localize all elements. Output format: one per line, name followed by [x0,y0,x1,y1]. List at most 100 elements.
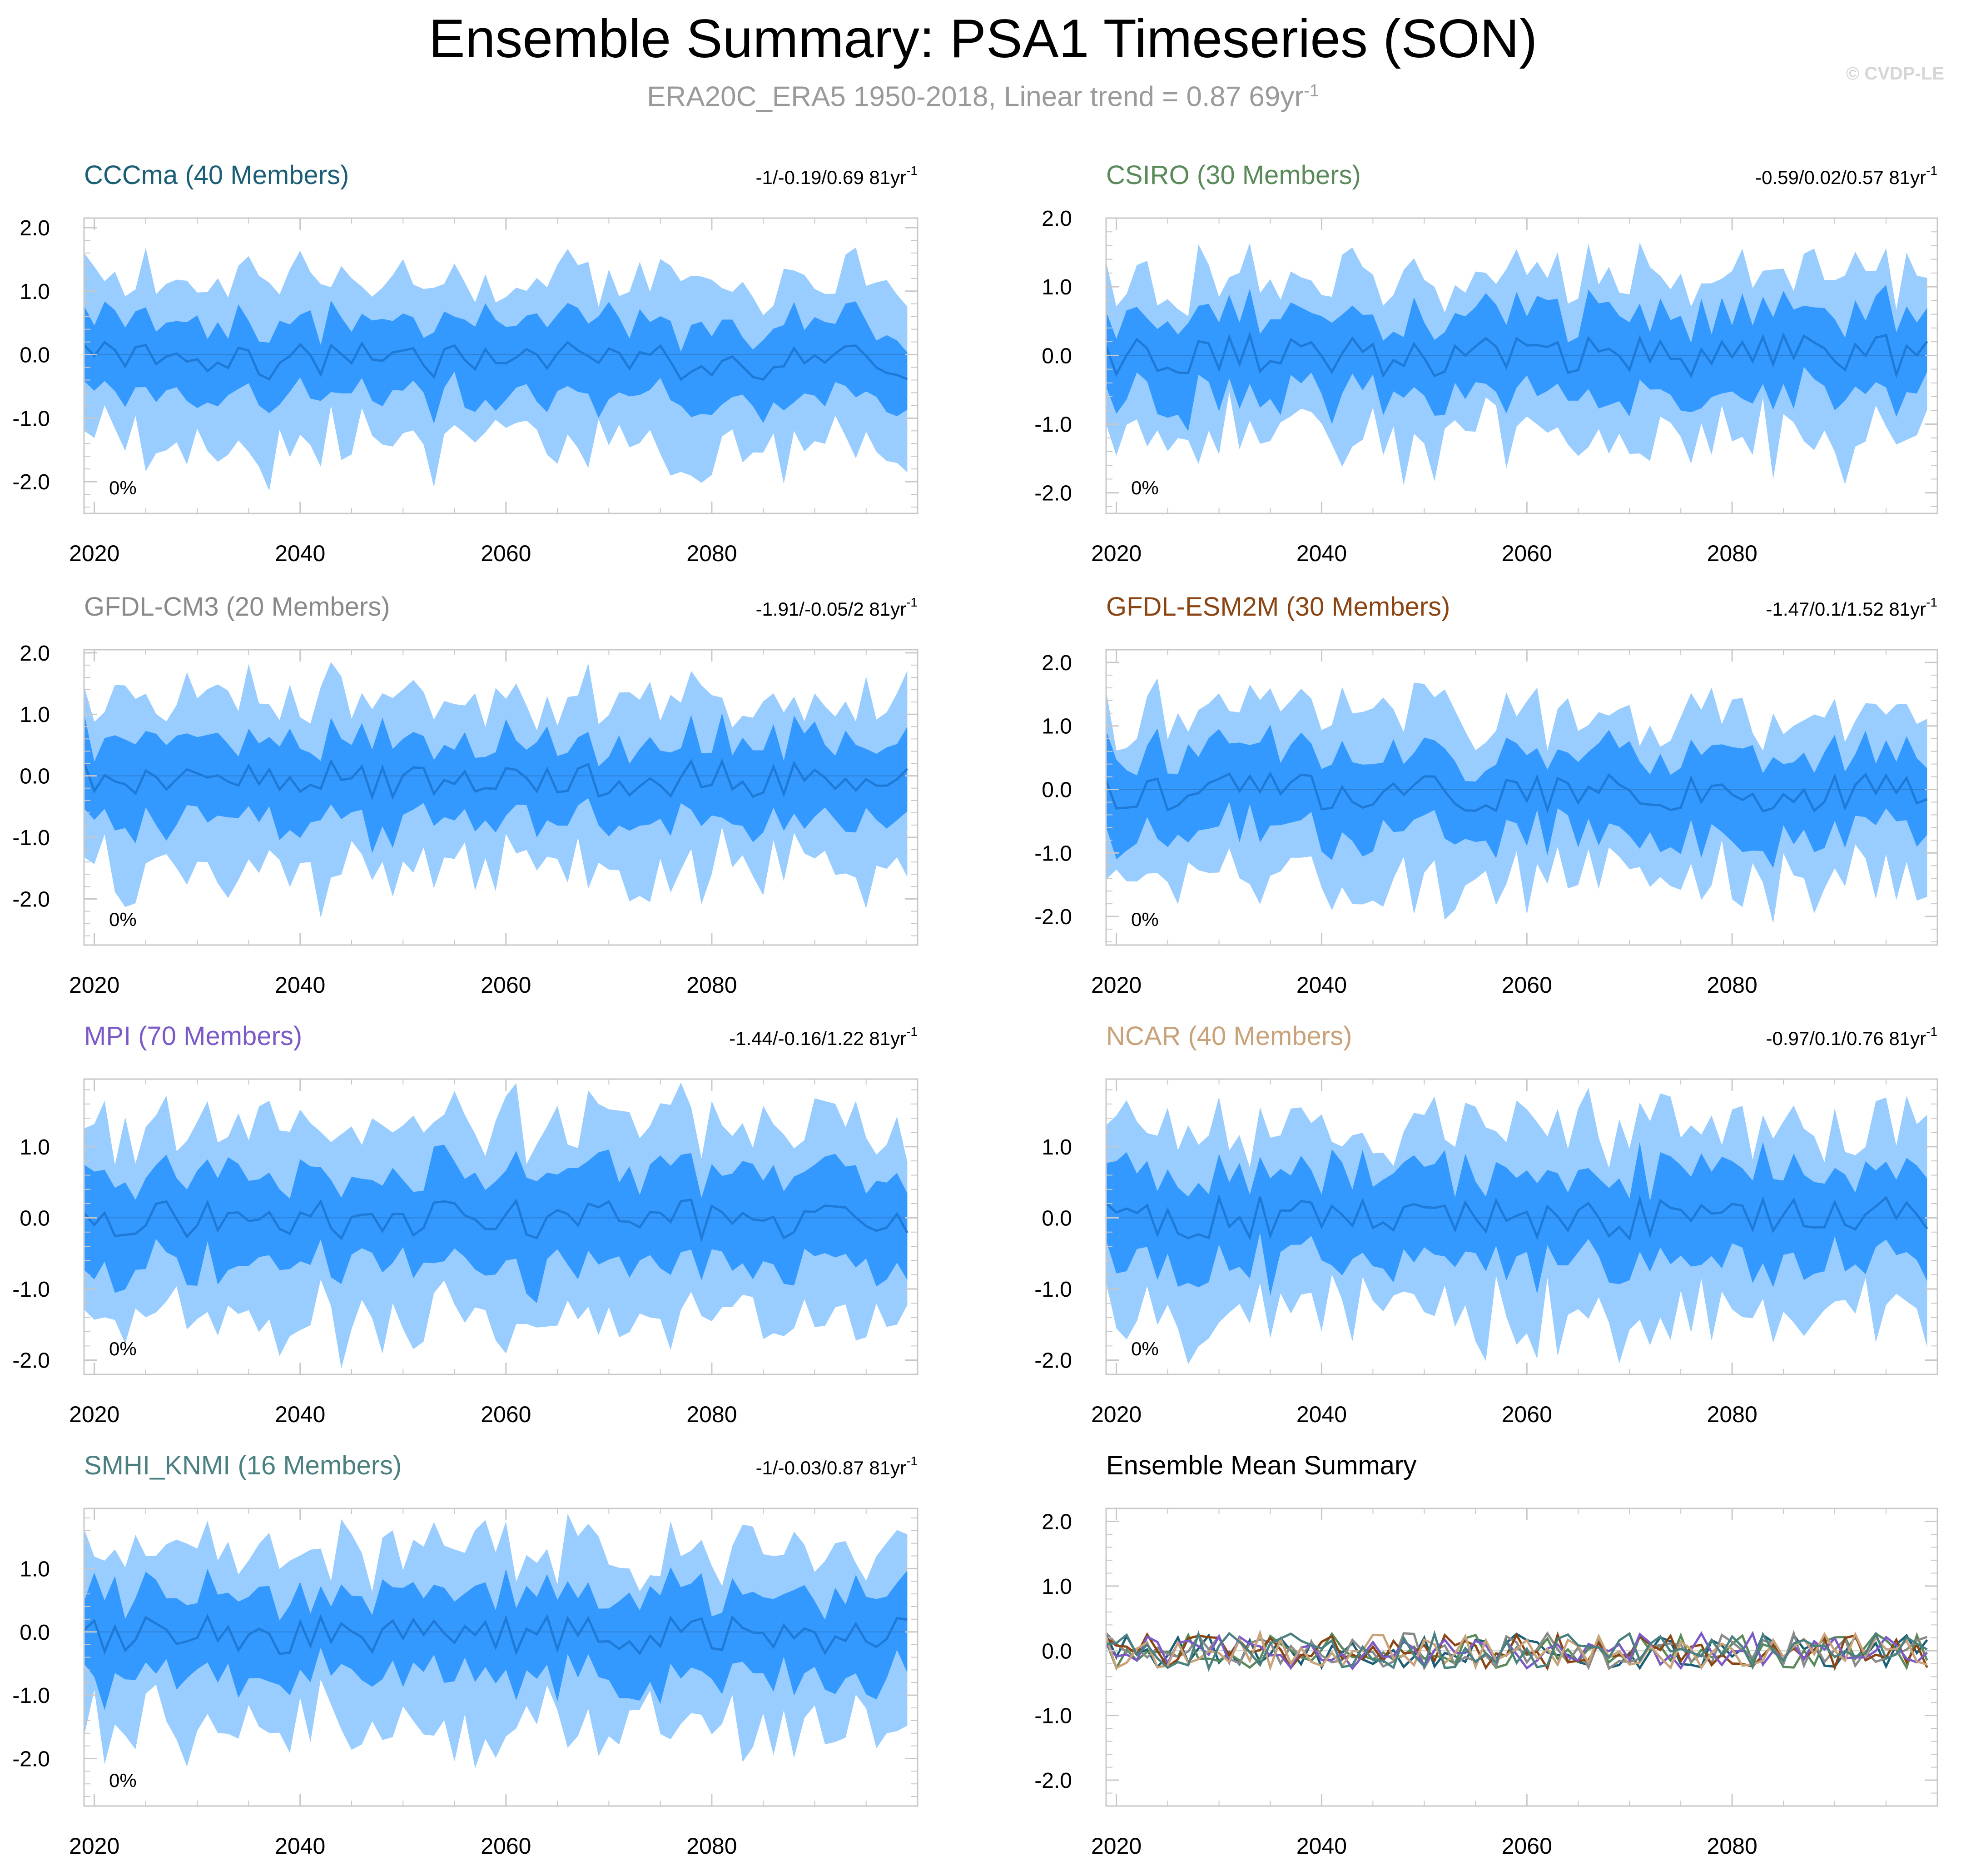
x-tick-label: 2020 [69,1833,119,1859]
inner-spread-band [1106,724,1927,868]
ensemble-mean-line [84,758,909,801]
x-tick-label: 2040 [275,972,325,998]
plot-area [84,662,918,918]
plot-area [84,247,918,491]
ensemble-mean-line [1106,1194,1928,1241]
inner-spread-band [1106,284,1927,431]
y-tick-label: -2.0 [1034,905,1072,929]
subtitle-exponent: -1 [1304,81,1319,100]
panel-4: GFDL-ESM2M (30 Members) -1.47/0.1/1.52 81… [1034,592,1938,998]
x-tick-label: 2080 [1707,1833,1757,1859]
plot-area [1106,242,1937,485]
x-tick-label: 2020 [1091,1402,1142,1427]
plot-area [84,1513,918,1769]
x-tick-label: 2060 [481,541,531,566]
x-tick-label: 2080 [686,1402,737,1427]
panel-title: CCCma (40 Members) [84,160,349,190]
percent-label: 0% [1131,477,1159,498]
y-tick-label: -2.0 [12,887,50,911]
y-tick-label: 1.0 [1042,715,1072,739]
panel-7: SMHI_KNMI (16 Members) -1/-0.03/0.87 81yr… [12,1451,918,1859]
y-tick-label: 2.0 [20,216,50,240]
x-tick-label: 2060 [1502,541,1552,566]
panel-6: NCAR (40 Members) -0.97/0.1/0.76 81yr-1 -2… [1034,1021,1938,1427]
x-tick-label: 2080 [1707,541,1757,566]
panel-stats: -0.97/0.1/0.76 81yr-1 [1766,1025,1937,1049]
x-tick-label: 2040 [1296,541,1347,566]
series-line-csiro [1106,1632,1928,1671]
percent-label: 0% [109,1770,137,1791]
x-tick-label: 2080 [1707,972,1757,998]
panel-5: MPI (70 Members) -1.44/-0.16/1.22 81yr-1 -… [12,1021,918,1427]
plot-frame [83,1078,918,1375]
percent-label: 0% [109,1338,137,1359]
y-tick-label: -1.0 [12,826,50,850]
panel-title: MPI (70 Members) [84,1021,302,1051]
page-subtitle: ERA20C_ERA5 1950-2018, Linear trend = 0.… [0,73,1966,115]
x-tick-label: 2020 [1091,541,1142,566]
y-tick-label: 2.0 [20,642,50,666]
y-tick-label: 2.0 [1042,207,1072,231]
x-tick-label: 2040 [1296,1833,1347,1859]
x-tick-label: 2040 [1296,1402,1347,1427]
x-tick-label: 2060 [481,1402,531,1427]
ensemble-mean-line [1106,331,1928,379]
subtitle-text: ERA20C_ERA5 1950-2018, Linear trend = 0.… [647,81,1304,113]
watermark: © CVDP-LE [1846,64,1944,84]
x-tick-label: 2040 [275,1402,325,1427]
panel-stats: -1.91/-0.05/2 81yr-1 [756,595,918,620]
panel-stats: -0.59/0.02/0.57 81yr-1 [1755,164,1937,188]
ensemble-mean-line [84,340,908,381]
x-tick-label: 2080 [686,1833,737,1859]
inner-spread-band [1106,1142,1927,1296]
x-tick-label: 2040 [275,541,325,566]
y-tick-label: 2.0 [1042,1510,1072,1534]
panel-3: GFDL-CM3 (20 Members) -1.91/-0.05/2 81yr-… [12,592,918,998]
y-tick-label: 1.0 [1042,1135,1072,1159]
y-tick-label: 0.0 [20,1206,50,1230]
panel-stats: -1.47/0.1/1.52 81yr-1 [1766,595,1937,620]
plot-area [1106,1088,1937,1364]
x-tick-label: 2020 [1091,1833,1142,1859]
x-tick-label: 2060 [1502,1833,1552,1859]
x-tick-label: 2080 [1707,1402,1757,1427]
y-tick-label: 0.0 [1042,1206,1072,1230]
panel-stats: -1.44/-0.16/1.22 81yr-1 [729,1025,918,1049]
x-tick-label: 2080 [686,541,737,566]
percent-label: 0% [109,909,137,930]
y-tick-label: 1.0 [20,280,50,304]
y-tick-label: -2.0 [1034,1769,1072,1793]
y-tick-label: -1.0 [1034,413,1072,437]
x-tick-label: 2060 [481,1833,531,1859]
inner-spread-band [84,713,908,853]
panel-title: SMHI_KNMI (16 Members) [84,1451,402,1480]
y-tick-label: 1.0 [20,703,50,727]
series-line-gfdl-cm3 [1106,1629,1928,1671]
y-tick-label: -2.0 [12,1349,50,1373]
y-tick-label: -1.0 [12,1684,50,1708]
x-tick-label: 2020 [1091,972,1142,998]
panel-8: Ensemble Mean Summary -2.0 -1.0 0.0 1.0 2.0 20… [1034,1451,1938,1859]
y-tick-label: 0.0 [20,765,50,789]
ensemble-mean-line [84,1198,909,1243]
y-tick-label: 0.0 [20,1621,50,1645]
x-tick-label: 2040 [275,1833,325,1859]
y-tick-label: -1.0 [12,1278,50,1302]
plot-frame [1105,1078,1938,1375]
percent-label: 0% [109,477,137,498]
y-tick-label: -1.0 [1034,841,1072,866]
plot-area [84,1082,918,1368]
y-tick-label: -1.0 [1034,1704,1072,1728]
panel-title: NCAR (40 Members) [1106,1021,1352,1051]
inner-spread-band [84,1567,908,1710]
inner-spread-band [84,1145,908,1303]
y-tick-label: 1.0 [20,1557,50,1581]
percent-label: 0% [1131,1338,1159,1359]
y-tick-label: 1.0 [1042,275,1072,299]
percent-label: 0% [1131,909,1159,930]
plot-frame [1105,1508,1938,1807]
y-tick-label: -2.0 [1034,482,1072,506]
y-tick-label: 0.0 [20,343,50,368]
y-tick-label: 0.0 [1042,344,1072,368]
